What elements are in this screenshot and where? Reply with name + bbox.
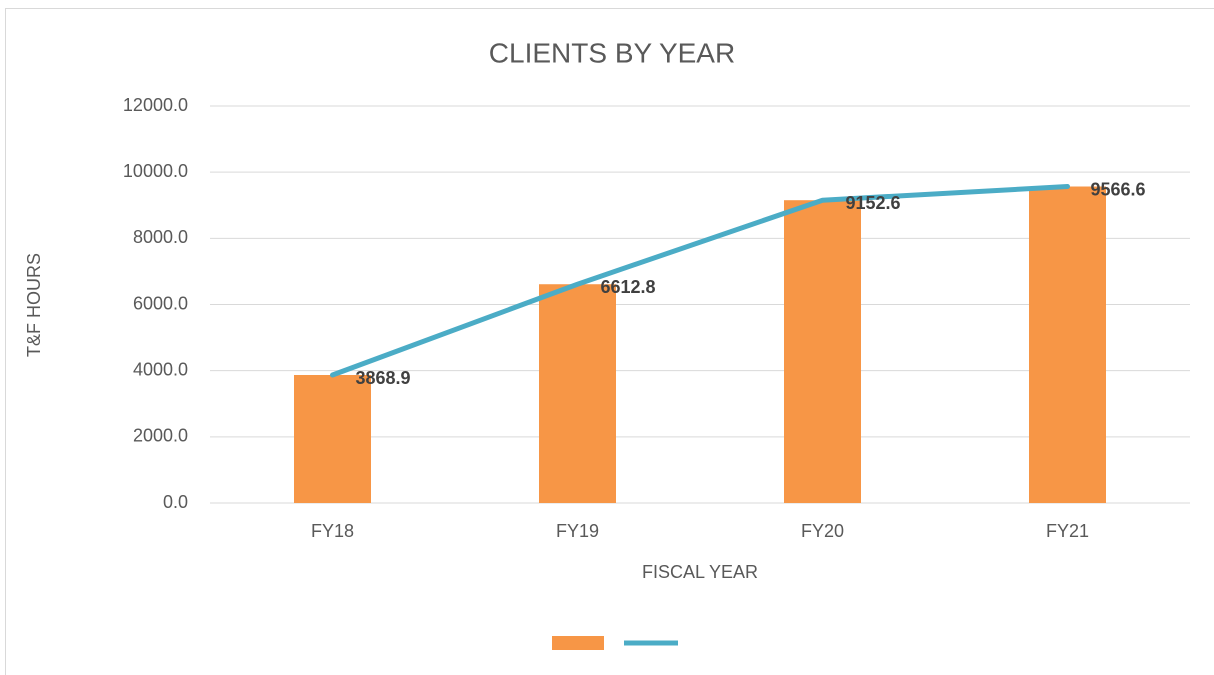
bar [784,200,861,503]
x-tick-label: FY19 [556,521,599,541]
y-tick-label: 2000.0 [133,426,188,446]
y-tick-label: 0.0 [163,492,188,512]
legend-swatch [552,636,604,650]
y-tick-label: 6000.0 [133,293,188,313]
bar [1029,186,1106,503]
y-tick-label: 12000.0 [123,95,188,115]
y-tick-label: 8000.0 [133,227,188,247]
x-axis-label: FISCAL YEAR [642,562,758,582]
data-label: 6612.8 [601,277,656,297]
y-tick-label: 4000.0 [133,359,188,379]
chart-title: CLIENTS BY YEAR [489,37,735,68]
bar [294,375,371,503]
data-label: 3868.9 [356,368,411,388]
x-tick-label: FY20 [801,521,844,541]
y-axis-label: T&F HOURS [24,253,44,357]
x-tick-label: FY21 [1046,521,1089,541]
data-label: 9152.6 [846,193,901,213]
line [330,184,1070,378]
bar [539,284,616,503]
data-label: 9566.6 [1091,179,1146,199]
y-tick-label: 10000.0 [123,161,188,181]
x-tick-label: FY18 [311,521,354,541]
